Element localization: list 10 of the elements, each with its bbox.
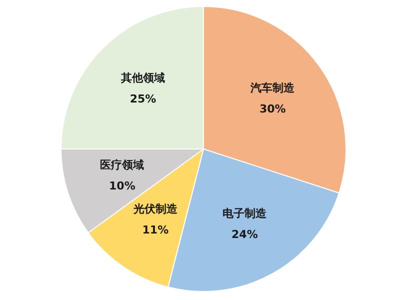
slice-label: 其他领域 xyxy=(120,71,166,84)
data-label: 25% xyxy=(130,92,156,106)
data-label: 24% xyxy=(232,228,258,241)
data-label: 10% xyxy=(109,179,136,192)
slice-label: 医疗领域 xyxy=(100,158,144,172)
data-label: 30% xyxy=(260,102,286,116)
slice-label: 汽车制造 xyxy=(250,82,296,95)
slice-label: 电子制造 xyxy=(222,206,268,220)
data-label: 11% xyxy=(142,224,169,237)
slice-label: 光伏制造 xyxy=(132,202,178,216)
